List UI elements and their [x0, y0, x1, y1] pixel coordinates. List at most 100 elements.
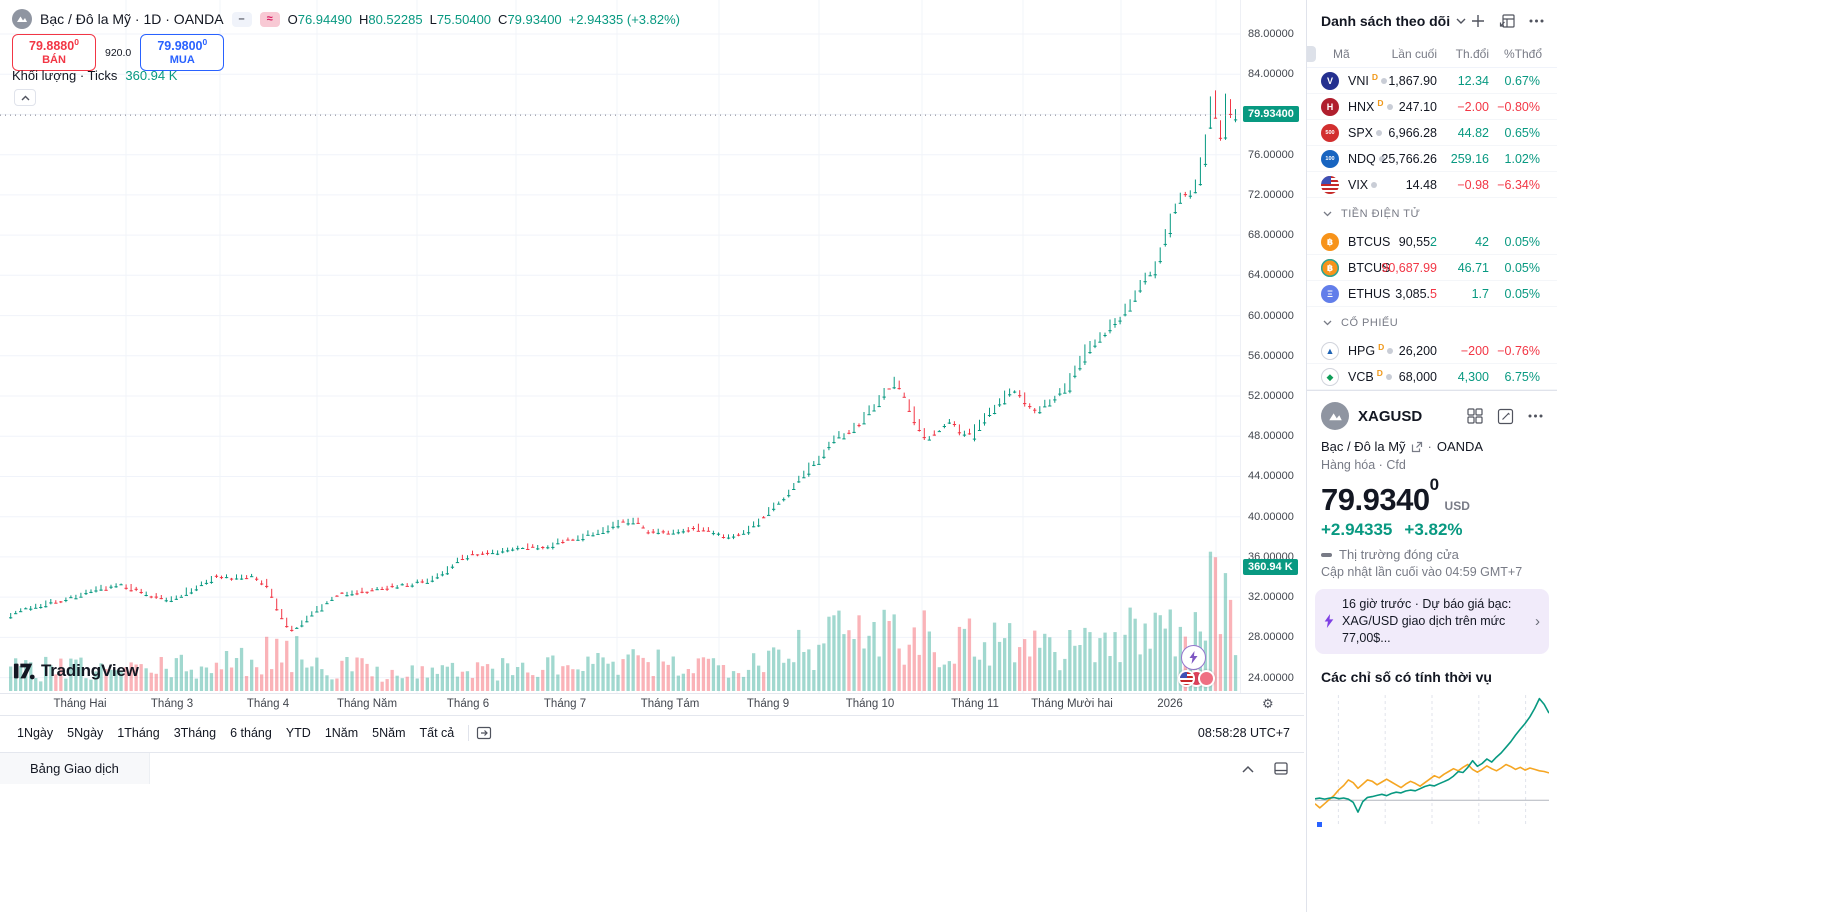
symbol-title[interactable]: Bạc / Đô la Mỹ · 1D · OANDA	[40, 11, 224, 27]
ndq-icon: 100	[1321, 150, 1339, 168]
watchlist-row-vix[interactable]: VIX 14.48 −0.98 −6.34%	[1307, 172, 1557, 198]
time-tick-label: Tháng 11	[951, 698, 999, 710]
hpg-icon: ▲	[1321, 342, 1339, 360]
price-tick-label: 32.00000	[1248, 591, 1294, 604]
time-tick-label: 2026	[1157, 698, 1183, 710]
change-value: 1.7	[1471, 286, 1489, 301]
delayed-data-badge: D	[1377, 99, 1384, 108]
goto-date-icon[interactable]	[476, 725, 492, 741]
price-tick-label: 72.00000	[1248, 188, 1294, 201]
range-button-6tháng[interactable]: 6 tháng	[223, 722, 279, 744]
column-header[interactable]: Lần cuối	[1391, 47, 1437, 61]
more-options-icon[interactable]	[1529, 19, 1544, 23]
watchlist-drag-handle[interactable]	[1307, 46, 1316, 62]
range-button-1ngày[interactable]: 1Ngày	[10, 722, 60, 744]
news-text: 16 giờ trước · Dự báo giá bạc: XAG/USD g…	[1342, 597, 1512, 645]
change-value: 4,300	[1457, 369, 1489, 384]
time-tick-label: Tháng Hai	[53, 698, 107, 710]
eth-icon: Ξ	[1321, 285, 1339, 303]
watchlist-row-btcus[interactable]: ฿ BTCUS 90,687.99 46.71 0.05%	[1307, 255, 1557, 281]
range-button-ytd[interactable]: YTD	[279, 722, 318, 744]
time-tick-label: Tháng Mười hai	[1031, 698, 1113, 710]
buy-button[interactable]: 79.98000 MUA	[140, 34, 225, 72]
watchlist-row-vcb[interactable]: ◆ VCB D 68,000 4,300 6.75%	[1307, 364, 1557, 390]
detail-name[interactable]: Bạc / Đô la Mỹ	[1321, 439, 1406, 454]
watchlist-row-hnx[interactable]: H HNX D 247.10 −2.00 −0.80%	[1307, 94, 1557, 120]
collapse-pane-button[interactable]	[14, 89, 36, 106]
column-header[interactable]: Th.đổi	[1455, 47, 1489, 61]
change-value: 259.16	[1450, 151, 1489, 166]
range-button-5ngày[interactable]: 5Ngày	[60, 722, 110, 744]
low-value: 75.50400	[436, 11, 492, 27]
market-status-text: Thị trường đóng cửa	[1339, 547, 1459, 562]
detail-currency: USD	[1444, 499, 1470, 513]
watchlist-row-hpg[interactable]: ▲ HPG D 26,200 −200 −0.76%	[1307, 338, 1557, 364]
detail-symbol[interactable]: XAGUSD	[1358, 407, 1423, 425]
change-percent: −0.80%	[1497, 99, 1540, 114]
status-dot-icon	[1371, 181, 1378, 188]
watchlist-row-vni[interactable]: V VNI D 1,867.90 12.34 0.67%	[1307, 68, 1557, 94]
volume-label[interactable]: Khối lượng · Ticks	[12, 68, 118, 83]
price-tick-label: 64.00000	[1248, 269, 1294, 282]
sell-button[interactable]: 79.88800 BÁN	[12, 34, 96, 72]
spread-value: 920.0	[105, 46, 132, 59]
range-button-3tháng[interactable]: 3Tháng	[167, 722, 223, 744]
economic-events-flags[interactable]	[1178, 670, 1215, 687]
candlestick-chart[interactable]	[0, 0, 1240, 693]
detail-more-options-icon[interactable]	[1528, 414, 1543, 418]
volume-axis-tag: 360.94 K	[1243, 559, 1298, 575]
last-price: 90,552	[1398, 234, 1437, 249]
range-button-5năm[interactable]: 5Năm	[365, 722, 412, 744]
last-price-tag: 79.93400	[1243, 106, 1299, 123]
panel-layout-icon[interactable]	[1274, 762, 1288, 775]
range-button-1năm[interactable]: 1Năm	[318, 722, 365, 744]
price-chart-canvas[interactable]: Bạc / Đô la Mỹ · 1D · OANDA – ≈ O76.9449…	[0, 0, 1304, 693]
detail-grid-icon[interactable]	[1467, 408, 1483, 424]
wave-indicator-icon[interactable]: ≈	[259, 11, 280, 27]
hide-legend-icon[interactable]: –	[231, 11, 252, 27]
trading-panel-tab[interactable]: Bảng Giao dịch	[0, 753, 150, 784]
news-lightning-icon	[1324, 614, 1334, 629]
change-value: −0.98	[1457, 177, 1489, 192]
time-axis[interactable]: ⚙ Tháng Hai Tháng 3 Tháng 4 Tháng Năm Tháng …	[0, 693, 1304, 715]
last-price: 3,085.5	[1395, 286, 1437, 301]
news-time: 16 giờ trước	[1342, 597, 1412, 611]
watchlist-row-btcus[interactable]: ฿ BTCUS 90,552 42 0.05%	[1307, 229, 1557, 255]
price-tick-label: 44.00000	[1248, 470, 1294, 483]
watchlist-title[interactable]: Danh sách theo dõi	[1321, 12, 1451, 29]
watchlist-section-tiền-điện-tử[interactable]: TIỀN ĐIỆN TỬ	[1307, 198, 1557, 229]
edit-icon[interactable]	[1497, 408, 1514, 425]
column-header[interactable]: Mã	[1333, 47, 1350, 61]
external-link-icon[interactable]	[1411, 441, 1423, 453]
lightning-idea-icon[interactable]	[1181, 645, 1206, 670]
price-axis[interactable]: 88.0000084.0000080.0000076.0000072.00000…	[1240, 0, 1304, 693]
tradingview-logo[interactable]: TradingView	[13, 661, 139, 681]
clock-display[interactable]: 08:58:28 UTC+7	[1197, 725, 1290, 740]
column-header[interactable]: %Thđổ	[1503, 47, 1542, 61]
time-tick-label: Tháng Năm	[336, 698, 398, 710]
range-button-1tháng[interactable]: 1Tháng	[110, 722, 166, 744]
watchlist-row-ndq[interactable]: 100 NDQ 25,766.26 259.16 1.02%	[1307, 146, 1557, 172]
add-symbol-icon[interactable]	[1470, 13, 1486, 29]
time-tick-label: Tháng 3	[150, 698, 194, 710]
price-tick-label: 68.00000	[1248, 229, 1294, 242]
symbol-name: BTCUS	[1348, 234, 1391, 249]
symbol-logo-icon	[12, 9, 32, 29]
watchlist-grid-icon[interactable]	[1499, 13, 1516, 29]
symbol-name: VNI D	[1348, 74, 1387, 88]
axis-settings-gear-icon[interactable]: ⚙	[1262, 696, 1274, 711]
range-button-tấtcả[interactable]: Tất cả	[413, 722, 462, 744]
change-value: −200	[1460, 343, 1489, 358]
seasonal-mini-chart[interactable]	[1315, 691, 1549, 831]
news-item[interactable]: 16 giờ trước · Dự báo giá bạc: XAG/USD g…	[1315, 589, 1549, 654]
vix-icon	[1321, 176, 1339, 194]
right-panel: Danh sách theo dõi	[1306, 0, 1833, 912]
watchlist-row-spx[interactable]: 500 SPX 6,966.28 44.82 0.65%	[1307, 120, 1557, 146]
vcb-icon: ◆	[1321, 368, 1339, 386]
watchlist-row-ethus[interactable]: Ξ ETHUS 3,085.5 1.7 0.05%	[1307, 281, 1557, 307]
chevron-down-icon[interactable]	[1456, 18, 1466, 24]
price-tick-label: 60.00000	[1248, 309, 1294, 322]
seasonal-section-title: Các chỉ số có tính thời vụ	[1321, 668, 1492, 685]
watchlist-section-cổ-phiếu[interactable]: CỔ PHIẾU	[1307, 307, 1557, 338]
expand-panel-chevron-icon[interactable]	[1242, 765, 1254, 773]
